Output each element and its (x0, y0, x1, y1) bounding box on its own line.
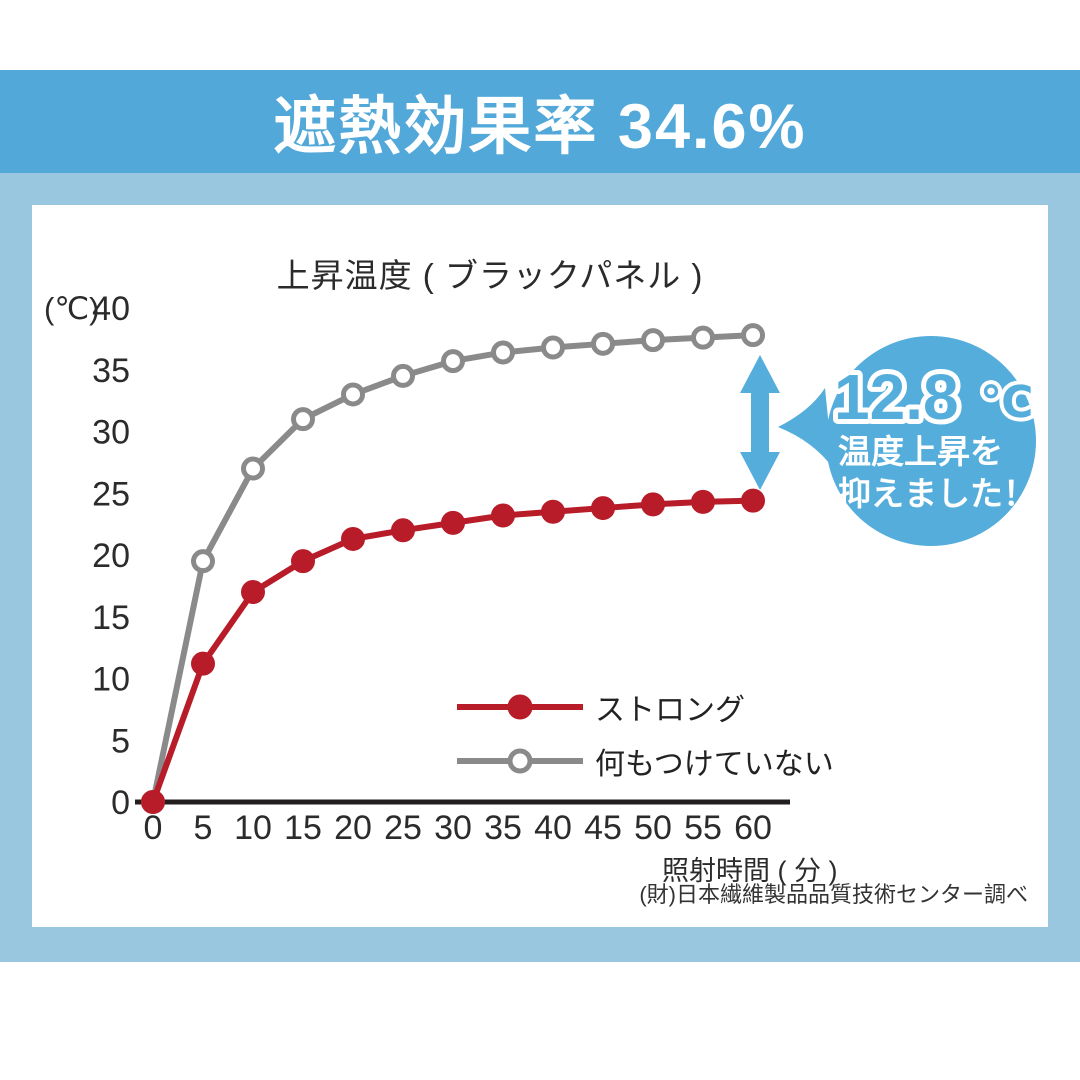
data-point-marker (241, 456, 265, 481)
source-note: (財)日本繊維製品品質技術センター調べ (639, 882, 1028, 907)
data-point-marker (491, 503, 515, 528)
callout-unit: ℃ (980, 378, 1033, 427)
legend-marker (507, 694, 533, 720)
data-point-marker (191, 651, 215, 676)
difference-arrow-icon (740, 355, 780, 490)
data-point-marker (541, 499, 565, 524)
chart-panel-background: 上昇温度 ( ブラックパネル ) (℃) 12.8 ℃ 温度上昇を 抑えました！… (0, 173, 1080, 962)
callout-text-line1: 温度上昇を (838, 433, 1003, 470)
data-point-marker (641, 328, 665, 353)
y-tick-label: 40 (92, 290, 130, 328)
y-tick-label: 20 (92, 537, 130, 575)
callout-text-line2: 抑えました！ (838, 475, 1036, 512)
x-tick-label: 55 (684, 809, 722, 847)
legend-marker (507, 748, 533, 774)
x-tick-label: 60 (734, 809, 772, 847)
x-tick-label: 45 (584, 809, 622, 847)
data-point-marker (741, 323, 765, 348)
data-point-marker (591, 331, 615, 356)
header-banner: 遮熱効果率 34.6% (0, 70, 1080, 173)
data-point-marker (591, 496, 615, 521)
data-point-marker (391, 518, 415, 543)
x-tick-label: 50 (634, 809, 672, 847)
x-tick-label: 15 (284, 809, 322, 847)
data-point-marker (141, 790, 165, 814)
data-point-marker (441, 349, 465, 374)
data-point-marker (341, 526, 365, 551)
data-point-marker (291, 407, 315, 432)
x-tick-label: 35 (484, 809, 522, 847)
x-axis-title: 照射時間 ( 分 ) (662, 856, 838, 886)
data-point-marker (491, 340, 515, 365)
callout-value: 12.8 (834, 361, 959, 433)
y-tick-label: 35 (92, 352, 130, 390)
series-line (150, 332, 754, 803)
data-point-marker (341, 382, 365, 407)
x-tick-label: 0 (144, 809, 163, 847)
chart-title: 上昇温度 ( ブラックパネル ) (276, 257, 704, 294)
data-point-marker (441, 510, 465, 535)
x-tick-label: 20 (334, 809, 372, 847)
x-tick-label: 40 (534, 809, 572, 847)
x-tick-label: 5 (194, 809, 213, 847)
data-point-marker (241, 580, 265, 605)
y-tick-label: 30 (92, 414, 130, 452)
y-axis-unit: (℃) (44, 291, 100, 326)
data-point-marker (391, 363, 415, 388)
data-point-marker (691, 325, 715, 350)
y-tick-label: 0 (111, 784, 130, 822)
data-point-marker (641, 492, 665, 517)
header-title: 遮熱効果率 34.6% (273, 92, 807, 162)
chart-card: 上昇温度 ( ブラックパネル ) (℃) 12.8 ℃ 温度上昇を 抑えました！… (32, 205, 1048, 927)
y-tick-label: 15 (92, 599, 130, 637)
data-point-marker (541, 335, 565, 360)
legend-label-untreated: 何もつけていない (595, 748, 834, 781)
legend-label-strong: ストロング (595, 694, 745, 727)
data-point-marker (191, 549, 215, 574)
callout-bubble-circle (826, 336, 1036, 546)
y-tick-label: 10 (92, 661, 130, 699)
callout-bubble-tail (778, 388, 833, 468)
x-tick-label: 25 (384, 809, 422, 847)
data-point-marker (741, 488, 765, 513)
y-tick-label: 25 (92, 475, 130, 513)
y-tick-label: 5 (111, 722, 130, 760)
callout-bubble: 12.8 ℃ 温度上昇を 抑えました！ (778, 336, 1037, 546)
x-tick-label: 30 (434, 809, 472, 847)
x-tick-label: 10 (234, 809, 272, 847)
data-point-marker (691, 489, 715, 514)
data-point-marker (291, 549, 315, 574)
